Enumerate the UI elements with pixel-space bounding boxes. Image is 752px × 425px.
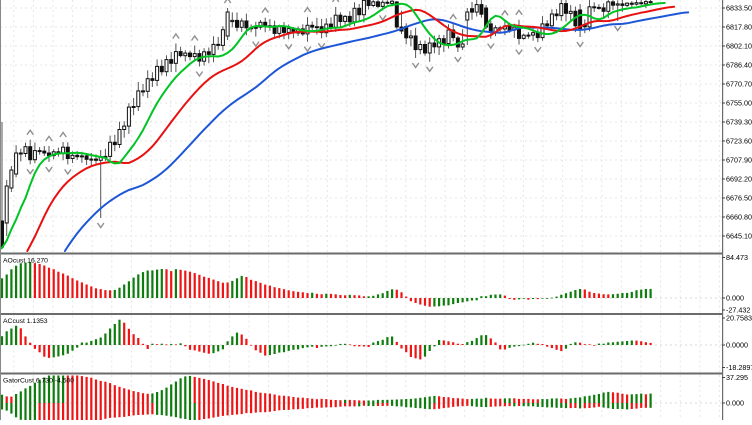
svg-text:6707.90: 6707.90 [726, 156, 752, 165]
svg-text:6676.50: 6676.50 [726, 194, 752, 203]
svg-text:6755.00: 6755.00 [726, 99, 752, 108]
svg-text:-18.2897: -18.2897 [726, 363, 752, 372]
svg-text:0.000: 0.000 [726, 294, 744, 303]
svg-text:37.295: 37.295 [726, 373, 748, 382]
svg-text:AOcust 16.270: AOcust 16.270 [3, 257, 48, 264]
svg-text:6817.80: 6817.80 [726, 23, 752, 32]
svg-text:6660.80: 6660.80 [726, 213, 752, 222]
svg-text:6770.70: 6770.70 [726, 80, 752, 89]
svg-text:-27.432: -27.432 [726, 306, 750, 315]
svg-text:GatorCust 6.730 -4.500: GatorCust 6.730 -4.500 [3, 377, 74, 384]
svg-text:20.7583: 20.7583 [726, 314, 752, 323]
svg-text:6802.10: 6802.10 [726, 42, 752, 51]
svg-text:6833.50: 6833.50 [726, 4, 752, 13]
svg-text:0.0000: 0.0000 [726, 341, 748, 350]
svg-text:0.000: 0.000 [726, 399, 744, 408]
svg-text:6786.40: 6786.40 [726, 61, 752, 70]
svg-text:6645.10: 6645.10 [726, 232, 752, 241]
svg-text:6723.60: 6723.60 [726, 137, 752, 146]
svg-text:84.473: 84.473 [726, 253, 748, 262]
svg-text:ACcust 1.1353: ACcust 1.1353 [3, 318, 48, 325]
svg-text:6739.30: 6739.30 [726, 118, 752, 127]
svg-text:6692.20: 6692.20 [726, 175, 752, 184]
